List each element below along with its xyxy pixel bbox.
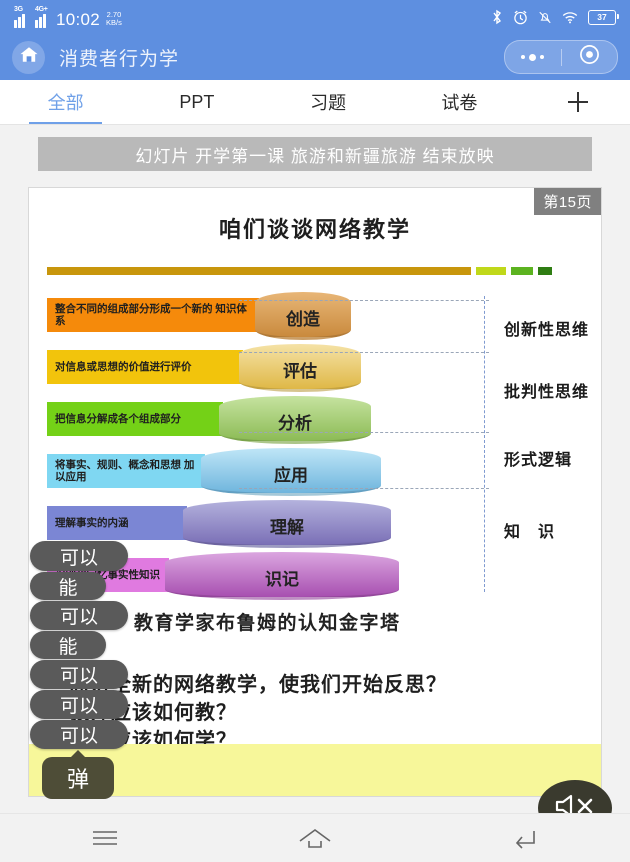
plus-icon [567,92,588,112]
tier-description: 整合不同的组成部分形成一个新的 知识体系 [47,298,259,332]
nav-back-button[interactable] [480,814,570,862]
slide-question: 面对全新的网络教学，使我们开始反思？ [69,674,447,696]
pyramid-tier: 识别和回忆事实性知识 识记 [41,552,411,602]
bracket-axis [481,296,489,592]
miniprogram-capsule[interactable] [504,40,618,74]
tier-level: 识记 [165,552,399,600]
mute-bell-icon [538,10,552,25]
app-header: 消费者行为学 [0,34,630,80]
status-bar-right: 37 [491,9,619,25]
home-button[interactable] [12,40,45,74]
slideshow-toolbar[interactable]: 幻灯片 开学第一课 旅游和新疆旅游 结束放映 [38,137,592,171]
pyramid-tier: 将事实、规则、概念和思想 加以应用 应用 [41,448,411,498]
signal-3g-icon: 3G [14,5,29,28]
nav-home-button[interactable] [270,814,360,862]
tab-bar: 全部 PPT 习题 试卷 [0,80,630,125]
guide-line [239,432,489,433]
signal-4g-icon: 4G+ [35,5,50,28]
home-outline-icon [299,829,331,848]
overlay-pill[interactable]: 可以 [30,541,128,571]
network-speed: 2.70 KB/s [106,9,122,27]
bloom-pyramid: 整合不同的组成部分形成一个新的 知识体系 创造 对信息或思想的价值进行评价 评估… [41,292,411,604]
gold-divider-line [47,266,552,275]
pyramid-tier: 把信息分解成各个组成部分 分析 [41,396,411,446]
tab-exams[interactable]: 试卷 [441,93,478,113]
battery-level: 37 [597,11,607,22]
capsule-divider [560,48,562,66]
guide-line [239,352,489,353]
overlay-pill[interactable]: 可以 [30,720,128,749]
tab-exercises[interactable]: 习题 [310,93,347,113]
network-type-3g: 3G [14,5,23,13]
network-speed-unit: KB/s [106,17,122,27]
tier-description: 对信息或思想的价值进行评价 [47,350,243,384]
battery-icon: 37 [588,9,619,25]
tier-description: 把信息分解成各个组成部分 [47,402,223,436]
tip-button[interactable]: 弹 [42,750,114,799]
overlay-pill[interactable]: 可以 [30,690,128,719]
alarm-icon [513,10,528,25]
slide-caption: 教育学家布鲁姆的认知金字塔 [134,613,401,634]
close-button[interactable] [562,44,618,70]
tier-description: 将事实、规则、概念和思想 加以应用 [47,454,205,488]
tier-level: 分析 [219,396,371,444]
tier-description: 理解事实的内涵 [47,506,187,540]
android-nav-bar [0,813,630,862]
content-area: 幻灯片 开学第一课 旅游和新疆旅游 结束放映 第15页 咱们谈谈网络教学 整合不… [0,125,630,797]
nav-menu-button[interactable] [60,814,150,862]
slide-footer-band [29,744,601,796]
right-label: 批判性思维 [504,384,590,401]
overlay-pill[interactable]: 能 [30,631,106,659]
menu-icon [93,831,117,845]
bluetooth-icon [491,9,503,25]
home-icon [19,45,39,69]
add-button[interactable] [525,80,630,124]
pyramid-tier: 理解事实的内涵 理解 [41,500,411,550]
more-dots-icon [521,53,545,61]
right-label: 形式逻辑 [504,452,573,469]
network-speed-value: 2.70 [106,9,122,19]
tier-level: 理解 [183,500,391,548]
status-clock: 10:02 [56,9,101,29]
right-label: 创新性思维 [504,322,590,339]
more-button[interactable] [505,53,561,61]
tab-all[interactable]: 全部 [0,80,131,124]
right-label: 知 识 [504,524,556,541]
slide-title: 咱们谈谈网络教学 [218,217,411,242]
status-bar: 3G 4G+ 10:02 2.70 KB/s 37 [0,0,630,34]
overlay-pill[interactable]: 可以 [30,660,128,689]
overlay-pill[interactable]: 能 [30,572,106,600]
tab-ppt[interactable]: PPT [179,91,215,112]
back-arrow-icon [515,831,535,849]
page-title: 消费者行为学 [59,48,180,70]
wifi-icon [562,11,578,24]
target-icon [579,44,600,70]
network-type-4g: 4G+ [35,5,48,13]
page-number-badge: 第15页 [534,188,601,215]
guide-line [239,300,489,301]
guide-line [239,488,489,489]
status-bar-left: 3G 4G+ 10:02 2.70 KB/s [14,5,122,29]
overlay-pill[interactable]: 可以 [30,601,128,630]
